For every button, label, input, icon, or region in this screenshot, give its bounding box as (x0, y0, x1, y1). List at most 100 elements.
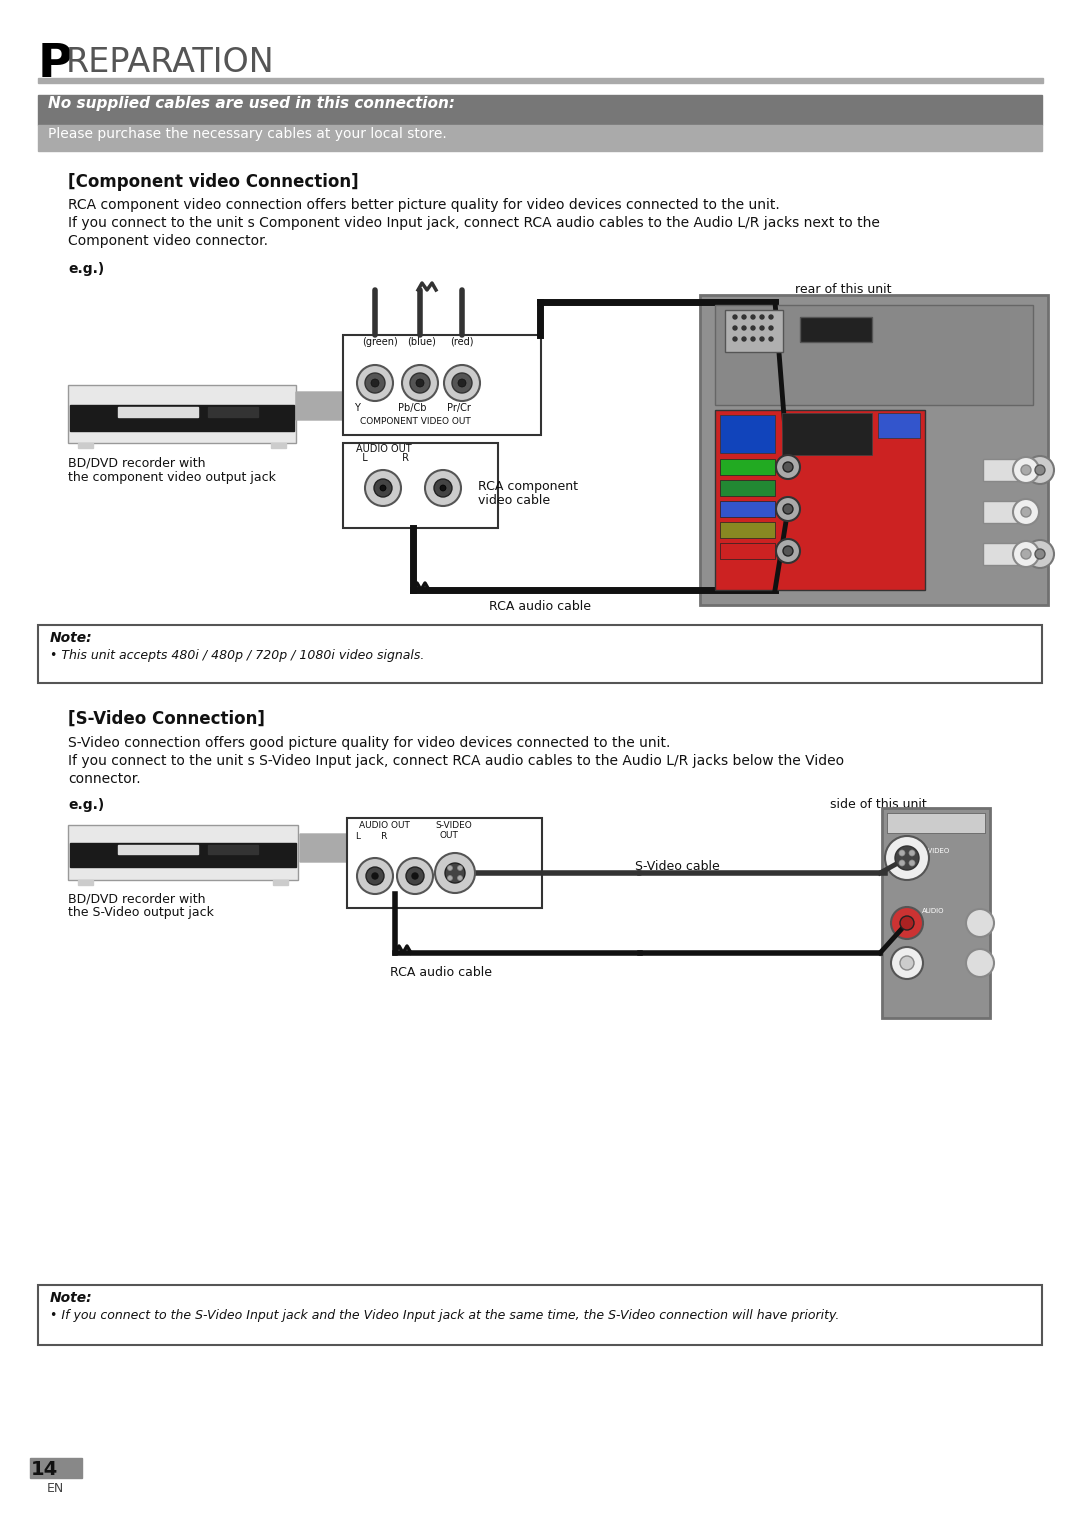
Circle shape (891, 948, 923, 980)
Circle shape (1021, 507, 1031, 517)
Circle shape (760, 337, 764, 340)
Bar (273, 881, 288, 885)
Bar (720, 501, 775, 517)
Bar (983, 459, 1023, 481)
Bar (720, 481, 775, 496)
Bar (38, 626, 1042, 684)
Text: COMPONENT VIDEO OUT: COMPONENT VIDEO OUT (360, 417, 471, 426)
Circle shape (895, 845, 919, 870)
Circle shape (783, 546, 793, 555)
Circle shape (777, 497, 800, 520)
Circle shape (1013, 542, 1039, 568)
Text: L           R: L R (356, 453, 409, 462)
Text: AUDIO: AUDIO (922, 908, 945, 914)
Bar (720, 459, 775, 475)
Text: rear of this unit: rear of this unit (795, 282, 891, 296)
Circle shape (426, 470, 461, 507)
Circle shape (783, 504, 793, 514)
Bar (271, 443, 286, 449)
Circle shape (1035, 549, 1045, 559)
Bar (782, 414, 872, 455)
Bar (983, 543, 1023, 565)
Circle shape (742, 327, 746, 330)
Bar (343, 336, 541, 435)
Bar (70, 404, 294, 430)
Circle shape (434, 479, 453, 497)
Bar (725, 310, 783, 353)
Text: S-Video connection offers good picture quality for video devices connected to th: S-Video connection offers good picture q… (68, 736, 671, 749)
Circle shape (372, 873, 378, 879)
Text: REPARATION: REPARATION (66, 46, 274, 79)
Text: AUDIO OUT: AUDIO OUT (359, 821, 410, 830)
Bar (118, 407, 198, 417)
Text: (green): (green) (723, 459, 751, 468)
Text: BD/DVD recorder with: BD/DVD recorder with (68, 893, 205, 905)
Circle shape (909, 861, 915, 865)
Text: Note:: Note: (50, 1291, 93, 1305)
Text: PC IN: PC IN (723, 417, 742, 426)
Text: video cable: video cable (478, 494, 550, 507)
Circle shape (777, 539, 800, 563)
Circle shape (416, 378, 424, 388)
Circle shape (447, 865, 453, 870)
Text: Pr/Cr: Pr/Cr (447, 403, 471, 414)
Circle shape (751, 314, 755, 319)
Bar (30, 1457, 82, 1479)
Circle shape (444, 365, 480, 401)
Text: COMPONENT: COMPONENT (723, 481, 757, 485)
Circle shape (777, 455, 800, 479)
Circle shape (1035, 465, 1045, 475)
Circle shape (458, 865, 462, 870)
Bar (720, 522, 775, 539)
Text: RCA audio cable: RCA audio cable (489, 600, 591, 613)
Circle shape (1013, 456, 1039, 484)
Text: (red): (red) (450, 337, 473, 346)
Text: S-VIDEO: S-VIDEO (435, 821, 472, 830)
Circle shape (733, 314, 737, 319)
Circle shape (885, 836, 929, 881)
Circle shape (760, 327, 764, 330)
Circle shape (909, 850, 915, 856)
Circle shape (1026, 456, 1054, 484)
Circle shape (445, 864, 465, 884)
Text: RCA audio cable: RCA audio cable (390, 966, 492, 980)
Bar (68, 385, 296, 443)
Circle shape (397, 858, 433, 894)
Bar (38, 125, 1042, 151)
Text: RCA component video connection offers better picture quality for video devices c: RCA component video connection offers be… (68, 198, 780, 212)
Text: S-Video cable: S-Video cable (635, 861, 719, 873)
Bar (720, 415, 775, 453)
Bar (78, 443, 93, 449)
Circle shape (435, 853, 475, 893)
Circle shape (760, 314, 764, 319)
Text: Y: Y (354, 403, 360, 414)
Circle shape (458, 876, 462, 881)
Text: Component video connector.: Component video connector. (68, 233, 268, 249)
Text: e.g.): e.g.) (68, 262, 105, 276)
Text: • This unit accepts 480i / 480p / 720p / 1080i video signals.: • This unit accepts 480i / 480p / 720p /… (50, 649, 424, 662)
Text: PC IN: PC IN (880, 415, 896, 420)
Bar (700, 295, 1048, 604)
Bar (800, 317, 872, 342)
Text: the S-Video output jack: the S-Video output jack (68, 906, 214, 919)
Text: DIGITAL
AUDIO OUT
(COAXIAL): DIGITAL AUDIO OUT (COAXIAL) (784, 415, 820, 432)
Text: BD/DVD recorder with: BD/DVD recorder with (68, 456, 205, 470)
Text: No supplied cables are used in this connection:: No supplied cables are used in this conn… (48, 96, 455, 111)
Text: connector.: connector. (68, 772, 140, 786)
Text: VIDEO: VIDEO (912, 815, 941, 824)
Bar (68, 826, 298, 881)
Text: AUDIO OUT: AUDIO OUT (356, 444, 411, 455)
Text: (green): (green) (362, 337, 397, 346)
Text: (red): (red) (723, 543, 741, 552)
Circle shape (1021, 549, 1031, 559)
Circle shape (365, 372, 384, 394)
Text: P: P (38, 43, 72, 87)
Text: EN: EN (46, 1482, 64, 1495)
Circle shape (733, 327, 737, 330)
Circle shape (458, 378, 465, 388)
Bar (208, 407, 258, 417)
Circle shape (966, 909, 994, 937)
Text: AUDIO: AUDIO (723, 523, 744, 530)
Circle shape (769, 327, 773, 330)
Text: L       R: L R (356, 832, 388, 841)
